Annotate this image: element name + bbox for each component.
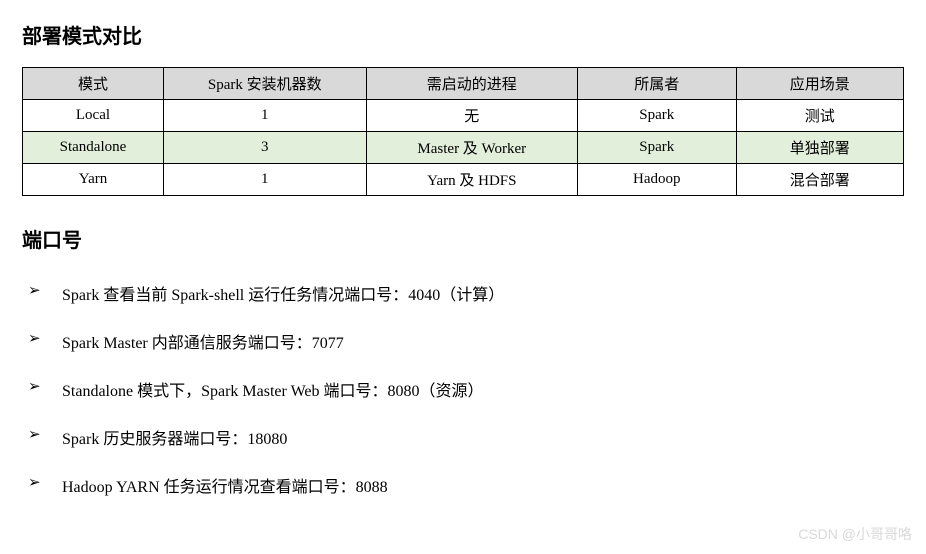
table-cell: Spark [578,100,737,132]
table-cell: Local [23,100,164,132]
table-header: 需启动的进程 [366,68,577,100]
table-header: 所属者 [578,68,737,100]
ports-list: Spark 查看当前 Spark-shell 运行任务情况端口号：4040（计算… [22,281,904,497]
deploy-table: 模式 Spark 安装机器数 需启动的进程 所属者 应用场景 Local 1 无… [22,67,904,196]
table-cell: 混合部署 [736,164,903,196]
table-header: Spark 安装机器数 [163,68,366,100]
table-body: Local 1 无 Spark 测试 Standalone 3 Master 及… [23,100,904,196]
table-row: Local 1 无 Spark 测试 [23,100,904,132]
table-cell: 无 [366,100,577,132]
table-row: Standalone 3 Master 及 Worker Spark 单独部署 [23,132,904,164]
section-heading-ports: 端口号 [22,224,904,253]
list-item: Hadoop YARN 任务运行情况查看端口号：8088 [28,473,904,497]
list-item: Standalone 模式下，Spark Master Web 端口号：8080… [28,377,904,401]
table-header: 应用场景 [736,68,903,100]
table-header: 模式 [23,68,164,100]
table-header-row: 模式 Spark 安装机器数 需启动的进程 所属者 应用场景 [23,68,904,100]
section-heading-deploy: 部署模式对比 [22,20,904,49]
table-row: Yarn 1 Yarn 及 HDFS Hadoop 混合部署 [23,164,904,196]
watermark: CSDN @小哥哥咯 [798,524,912,544]
table-cell: Yarn 及 HDFS [366,164,577,196]
list-item: Spark Master 内部通信服务端口号：7077 [28,329,904,353]
table-cell: Standalone [23,132,164,164]
table-cell: Spark [578,132,737,164]
table-cell: 1 [163,164,366,196]
table-cell: Yarn [23,164,164,196]
list-item: Spark 查看当前 Spark-shell 运行任务情况端口号：4040（计算… [28,281,904,305]
table-cell: Hadoop [578,164,737,196]
table-cell: 3 [163,132,366,164]
table-cell: 测试 [736,100,903,132]
table-cell: 单独部署 [736,132,903,164]
table-cell: 1 [163,100,366,132]
list-item: Spark 历史服务器端口号：18080 [28,425,904,449]
table-cell: Master 及 Worker [366,132,577,164]
